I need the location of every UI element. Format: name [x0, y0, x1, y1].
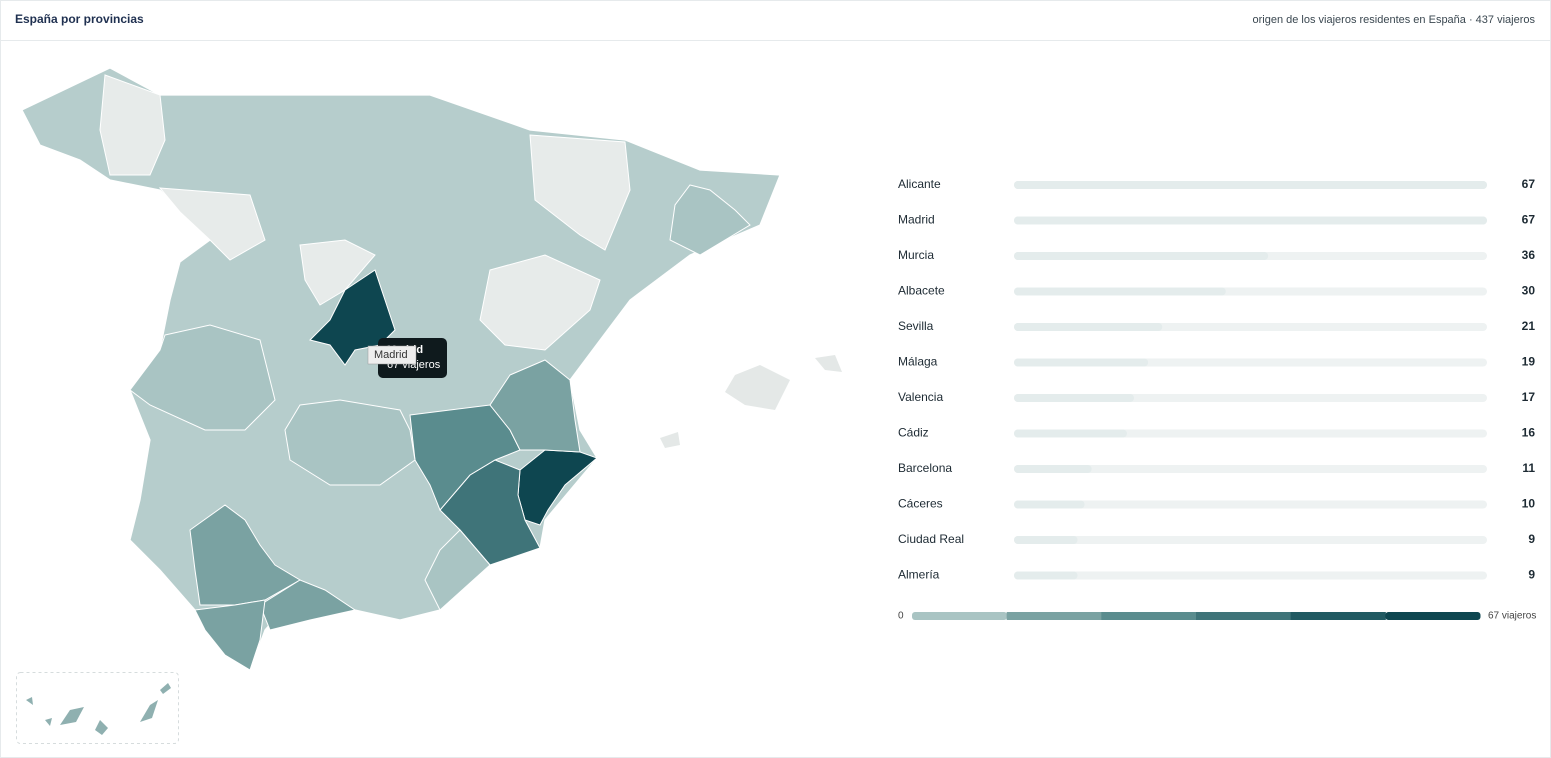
row-label: Almería — [898, 568, 940, 582]
province — [309, 269, 396, 366]
legend-swatch — [1006, 612, 1102, 620]
bar — [1014, 500, 1085, 509]
island — [815, 355, 842, 372]
province-empty — [99, 74, 166, 176]
row-value: 36 — [1522, 248, 1536, 262]
row-label: Sevilla — [898, 319, 934, 333]
island — [60, 707, 84, 725]
row-label: Murcia — [898, 248, 934, 262]
row-label: Cádiz — [898, 426, 929, 440]
province — [409, 404, 521, 511]
row-value: 21 — [1522, 319, 1536, 333]
province — [284, 399, 416, 486]
ranking: Alicante 67 Madrid 67 Murcia 36 Albacete 30 Sevi… — [898, 177, 1535, 582]
legend-swatch — [1290, 612, 1386, 620]
row-value: 19 — [1522, 355, 1536, 369]
bar — [1014, 216, 1487, 225]
province — [259, 579, 357, 631]
bar — [1014, 571, 1078, 580]
bar — [1014, 323, 1163, 331]
row-value: 30 — [1522, 284, 1536, 298]
hover-label: Madrid — [374, 349, 408, 361]
bar-track — [1014, 500, 1487, 509]
island — [660, 432, 680, 448]
bar-track — [1014, 429, 1487, 438]
legend: 0 67 viajeros — [898, 611, 1536, 622]
legend-min: 0 — [898, 611, 904, 622]
legend-swatch — [1101, 612, 1197, 620]
row-label: Albacete — [898, 284, 945, 298]
row-label: Cáceres — [898, 497, 943, 511]
island — [140, 700, 158, 722]
bar — [1014, 252, 1269, 260]
province — [194, 599, 266, 671]
bar — [1014, 358, 1149, 367]
bar-track — [1014, 536, 1487, 544]
hover-label-box — [367, 345, 417, 365]
row-value: 67 — [1522, 177, 1536, 191]
bar — [1014, 536, 1078, 544]
subtitle: origen de los viajeros residentes en Esp… — [1253, 14, 1536, 26]
bar — [1014, 181, 1487, 189]
legend-max: 67 viajeros — [1488, 611, 1536, 622]
legend-swatch — [912, 612, 1008, 620]
island — [160, 683, 171, 694]
bar-track — [1014, 465, 1487, 473]
province-empty — [529, 134, 631, 251]
bar-track — [1014, 571, 1487, 580]
bar — [1014, 287, 1226, 296]
title: España por provincias — [15, 12, 144, 26]
row-value: 9 — [1528, 532, 1535, 546]
row-value: 9 — [1528, 568, 1535, 582]
row-label: Málaga — [898, 355, 938, 369]
bar — [1014, 429, 1127, 438]
row-label: Barcelona — [898, 461, 952, 475]
row-label: Ciudad Real — [898, 532, 964, 546]
bar — [1014, 465, 1092, 473]
province-layer — [129, 184, 751, 671]
province — [424, 529, 491, 611]
island — [26, 697, 33, 705]
island — [95, 720, 108, 735]
row-label: Valencia — [898, 390, 943, 404]
province — [489, 359, 581, 453]
province — [129, 324, 276, 431]
island — [725, 365, 790, 410]
row-value: 67 — [1522, 213, 1536, 227]
province-empty — [158, 187, 266, 261]
province — [669, 184, 751, 256]
legend-swatch — [1196, 612, 1292, 620]
tooltip: Madrid 67 viajeros Madrid — [367, 338, 447, 378]
row-value: 16 — [1522, 426, 1536, 440]
row-value: 10 — [1522, 497, 1536, 511]
row-value: 17 — [1522, 390, 1536, 404]
island — [45, 718, 52, 726]
province-empty — [479, 254, 601, 351]
row-value: 11 — [1522, 461, 1535, 475]
row-label: Madrid — [898, 213, 935, 227]
canarias-inset — [16, 672, 179, 744]
legend-swatch — [1385, 612, 1481, 620]
bar — [1014, 394, 1135, 402]
row-label: Alicante — [898, 177, 941, 191]
